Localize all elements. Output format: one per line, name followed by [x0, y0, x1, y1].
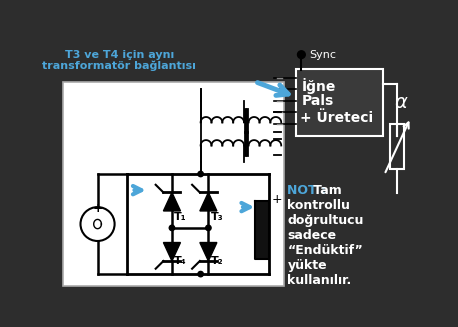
Circle shape — [298, 51, 305, 59]
Text: Pals: Pals — [302, 94, 334, 108]
Text: v: v — [68, 217, 76, 231]
Text: T₄: T₄ — [174, 256, 187, 266]
Circle shape — [198, 271, 203, 277]
Text: +: + — [271, 193, 282, 206]
Text: α: α — [394, 93, 407, 112]
Polygon shape — [200, 243, 217, 261]
Circle shape — [206, 225, 211, 231]
Text: + Üreteci: + Üreteci — [300, 111, 373, 125]
Text: T3 ve T4 için aynı: T3 ve T4 için aynı — [65, 50, 174, 60]
Text: NOT :: NOT : — [288, 184, 331, 197]
Polygon shape — [164, 193, 180, 211]
Bar — [296, 68, 383, 136]
Polygon shape — [164, 243, 180, 261]
Bar — [391, 124, 404, 169]
Circle shape — [198, 171, 203, 177]
Polygon shape — [200, 193, 217, 211]
Text: Tam
kontrollu
doğrultucu
sadece
“Endüktif”
yükte
kullanılır.: Tam kontrollu doğrultucu sadece “Endükti… — [288, 184, 364, 287]
Text: vs: vs — [271, 220, 284, 230]
Bar — [255, 201, 269, 259]
Text: T₁: T₁ — [174, 212, 187, 222]
Text: +: + — [93, 202, 104, 215]
Text: Sync: Sync — [309, 50, 336, 60]
Text: İğne: İğne — [302, 78, 337, 94]
Bar — [64, 82, 284, 286]
Circle shape — [169, 225, 174, 231]
Text: transformatör bağlantısı: transformatör bağlantısı — [42, 60, 196, 71]
Text: T₂: T₂ — [211, 256, 224, 266]
Text: T₃: T₃ — [211, 212, 224, 222]
